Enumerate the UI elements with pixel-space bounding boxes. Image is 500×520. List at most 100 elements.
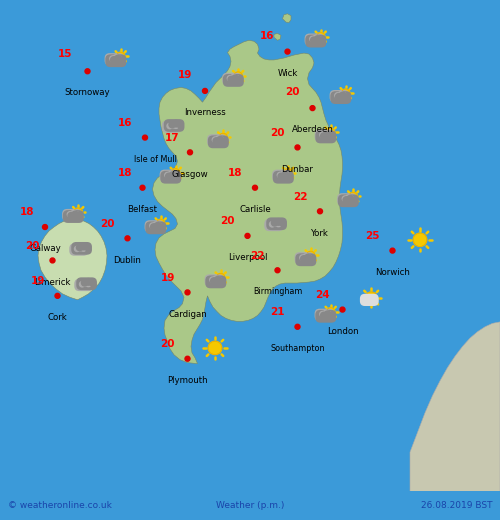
Circle shape [342,93,346,98]
Circle shape [212,137,218,142]
Text: Limerick: Limerick [34,278,71,287]
Circle shape [344,94,349,100]
FancyBboxPatch shape [208,135,229,148]
Text: Weather (p.m.): Weather (p.m.) [216,501,284,510]
Text: 16: 16 [260,31,274,41]
Circle shape [110,56,116,61]
Circle shape [174,124,178,128]
Circle shape [169,172,176,179]
FancyBboxPatch shape [76,277,97,290]
Text: 22: 22 [293,191,307,202]
Polygon shape [38,219,107,300]
Circle shape [76,213,82,218]
Circle shape [85,69,90,74]
Circle shape [116,52,125,60]
Circle shape [346,195,352,201]
Circle shape [324,132,331,138]
Text: 25: 25 [365,231,380,241]
Circle shape [365,296,370,302]
Circle shape [76,244,83,251]
Circle shape [221,138,227,144]
Text: Cork: Cork [48,313,68,322]
Circle shape [118,57,124,63]
Circle shape [328,133,334,139]
Text: 20: 20 [270,128,284,138]
FancyBboxPatch shape [337,193,356,205]
Circle shape [114,56,121,62]
Circle shape [335,93,340,98]
Circle shape [116,56,121,61]
FancyBboxPatch shape [72,242,92,255]
Text: 20: 20 [100,218,115,229]
Circle shape [185,290,190,295]
Text: 18: 18 [228,168,242,178]
Circle shape [176,122,182,127]
Text: 20: 20 [25,241,40,251]
Circle shape [210,277,216,282]
FancyBboxPatch shape [316,131,336,144]
FancyBboxPatch shape [264,219,283,231]
Circle shape [284,173,289,177]
Circle shape [278,173,284,179]
Circle shape [300,255,306,261]
FancyBboxPatch shape [272,170,291,182]
Text: 17: 17 [165,133,180,142]
FancyBboxPatch shape [330,90,349,102]
Circle shape [324,311,331,318]
Circle shape [326,132,332,137]
FancyBboxPatch shape [70,243,88,256]
Text: Cardigan: Cardigan [168,309,207,319]
Circle shape [70,211,76,216]
Text: 16: 16 [118,118,132,128]
Text: Inverness: Inverness [184,108,226,117]
Circle shape [313,35,319,41]
Circle shape [142,135,148,140]
FancyBboxPatch shape [330,91,351,104]
Circle shape [218,278,224,284]
FancyBboxPatch shape [204,274,224,287]
Circle shape [172,120,179,127]
Circle shape [74,246,80,252]
Circle shape [110,57,117,63]
Circle shape [80,282,85,287]
Circle shape [272,220,278,226]
Circle shape [320,133,327,139]
Circle shape [270,222,275,227]
Polygon shape [152,40,342,363]
Circle shape [318,209,322,214]
Text: 22: 22 [250,251,265,261]
Circle shape [167,123,172,128]
Circle shape [276,222,281,227]
Circle shape [245,233,250,238]
Circle shape [150,223,156,228]
Text: Wick: Wick [278,69,297,78]
Circle shape [202,88,207,94]
FancyBboxPatch shape [314,309,334,321]
Circle shape [323,131,329,137]
Circle shape [156,223,162,228]
Circle shape [219,133,228,141]
FancyBboxPatch shape [222,73,242,85]
Text: Glasgow: Glasgow [172,170,208,178]
Circle shape [216,137,224,144]
FancyBboxPatch shape [160,170,179,182]
Circle shape [168,171,174,177]
Text: Dublin: Dublin [114,255,141,265]
Circle shape [234,72,242,80]
FancyBboxPatch shape [104,53,124,66]
Circle shape [349,192,358,201]
Circle shape [342,196,348,201]
Circle shape [81,246,86,251]
Circle shape [336,94,342,100]
Circle shape [82,280,88,286]
Circle shape [326,128,335,137]
Circle shape [320,132,326,137]
Circle shape [372,297,376,302]
FancyBboxPatch shape [63,210,84,223]
Polygon shape [274,33,281,40]
Circle shape [216,136,222,142]
Circle shape [295,145,300,150]
FancyBboxPatch shape [62,209,82,222]
Circle shape [303,254,309,259]
Circle shape [153,222,159,228]
